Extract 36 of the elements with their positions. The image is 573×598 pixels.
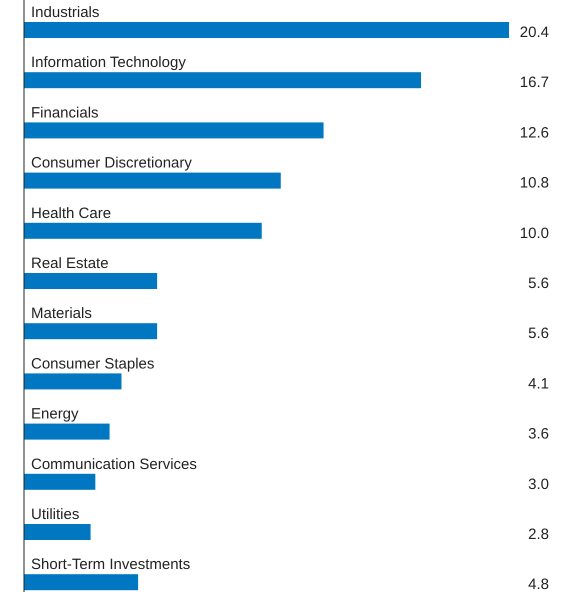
data-label: 12.6 [520, 124, 549, 142]
y-tick-label: Materials [31, 305, 92, 322]
data-label: 2.8 [528, 526, 549, 543]
y-tick-label: Real Estate [31, 255, 109, 272]
data-label: 10.8 [520, 174, 549, 192]
y-tick-label: Consumer Staples [31, 355, 154, 372]
y-tick-label: Financials [31, 104, 99, 122]
data-label: 16.7 [520, 74, 549, 92]
bar [24, 424, 110, 440]
y-tick-label: Industrials [31, 4, 100, 21]
bar [24, 22, 509, 38]
bar [24, 222, 262, 239]
data-label: 4.1 [528, 375, 549, 392]
bar [24, 574, 138, 590]
data-label: 10.0 [520, 224, 549, 242]
y-tick-label: Communication Services [31, 456, 197, 473]
data-label: 5.6 [528, 325, 549, 342]
bar [24, 273, 158, 289]
data-label: 5.6 [528, 275, 549, 292]
y-tick-label: Health Care [31, 204, 112, 222]
y-tick-label: Consumer Discretionary [31, 154, 192, 172]
bar [24, 122, 324, 138]
bar [24, 72, 422, 88]
bar [24, 474, 96, 490]
bar [24, 323, 158, 340]
bar [24, 172, 281, 189]
y-tick-label: Utilities [31, 506, 80, 523]
bar [24, 373, 122, 390]
data-label: 20.4 [520, 24, 549, 41]
data-label: 3.0 [528, 476, 549, 493]
y-tick-label: Short-Term Investments [31, 556, 190, 574]
data-label: 3.6 [528, 426, 549, 443]
bar [24, 524, 91, 540]
data-label: 4.8 [528, 576, 549, 594]
y-tick-label: Information Technology [31, 54, 186, 72]
y-tick-label: Energy [31, 406, 80, 423]
